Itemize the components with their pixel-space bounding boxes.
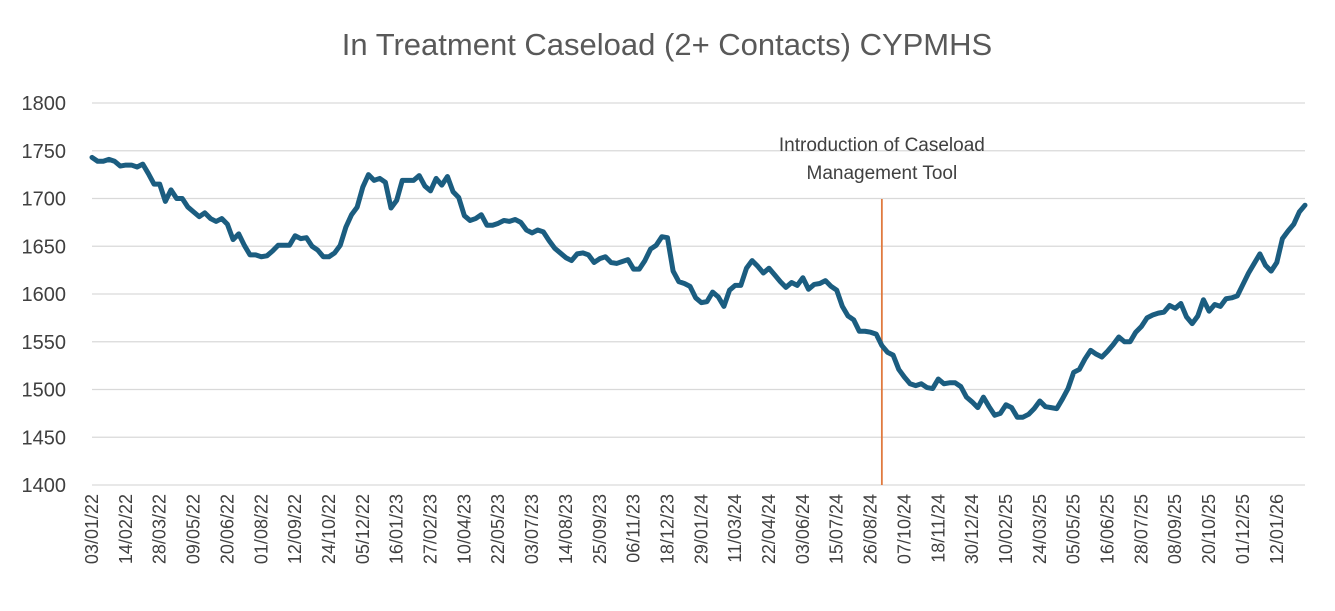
annotation: Introduction of Caseload Management Tool [779, 135, 985, 485]
x-tick-label: 18/12/23 [657, 494, 677, 564]
x-tick-label: 06/11/23 [624, 494, 644, 563]
x-tick-label: 11/03/24 [725, 494, 745, 563]
x-tick-label: 28/07/25 [1131, 494, 1151, 564]
x-tick-label: 01/08/22 [251, 494, 271, 564]
x-tick-label: 18/11/24 [928, 494, 948, 563]
x-tick-label: 20/06/22 [217, 494, 237, 564]
x-tick-label: 12/01/26 [1267, 494, 1287, 564]
chart-title: In Treatment Caseload (2+ Contacts) CYPM… [342, 27, 992, 62]
x-tick-label: 16/01/23 [387, 494, 407, 564]
x-tick-label: 22/05/23 [488, 494, 508, 564]
x-tick-label: 22/04/24 [759, 494, 779, 564]
y-tick-label: 1400 [22, 475, 67, 497]
x-tick-label: 14/02/22 [116, 494, 136, 564]
y-tick-label: 1550 [22, 332, 67, 354]
x-tick-label: 27/02/23 [421, 494, 441, 564]
annotation-text-line-1: Introduction of Caseload [779, 135, 985, 156]
x-tick-label: 05/05/25 [1064, 494, 1084, 564]
x-tick-label: 10/02/25 [996, 494, 1016, 564]
x-tick-label: 08/09/25 [1165, 494, 1185, 564]
y-axis-ticks: 1400 1450 1500 1550 1600 1650 1700 1750 1800 [22, 93, 67, 497]
gridlines [92, 102, 1305, 486]
y-tick-label: 1450 [22, 427, 67, 449]
x-tick-label: 26/08/24 [861, 494, 881, 564]
x-tick-label: 10/04/23 [454, 494, 474, 564]
series-line [89, 154, 1308, 420]
x-tick-label: 24/03/25 [1030, 494, 1050, 564]
x-tick-label: 28/03/22 [150, 494, 170, 564]
x-tick-label: 01/12/25 [1233, 494, 1253, 564]
y-tick-label: 1600 [22, 284, 67, 306]
x-tick-label: 09/05/22 [184, 494, 204, 564]
x-tick-label: 07/10/24 [894, 494, 914, 564]
annotation-text-line-2: Management Tool [807, 163, 958, 184]
x-tick-label: 03/07/23 [522, 494, 542, 564]
y-tick-label: 1750 [22, 141, 67, 163]
x-tick-label: 30/12/24 [962, 494, 982, 564]
x-tick-label: 03/01/22 [82, 494, 102, 564]
x-tick-label: 20/10/25 [1199, 494, 1219, 564]
y-tick-label: 1650 [22, 236, 67, 258]
x-tick-label: 16/06/25 [1098, 494, 1118, 564]
x-axis-ticks: 03/01/22 14/02/22 28/03/22 09/05/22 20/06/22… [82, 494, 1287, 564]
y-tick-label: 1700 [22, 189, 67, 211]
x-tick-label: 25/09/23 [590, 494, 610, 564]
x-tick-label: 24/10/22 [319, 494, 339, 564]
y-tick-label: 1800 [22, 93, 67, 115]
x-tick-label: 29/01/24 [691, 494, 711, 564]
x-tick-label: 15/07/24 [827, 494, 847, 564]
x-tick-label: 05/12/22 [353, 494, 373, 564]
x-tick-label: 12/09/22 [285, 494, 305, 564]
y-tick-label: 1500 [22, 380, 67, 402]
x-tick-label: 14/08/23 [556, 494, 576, 564]
x-tick-label: 03/06/24 [793, 494, 813, 564]
